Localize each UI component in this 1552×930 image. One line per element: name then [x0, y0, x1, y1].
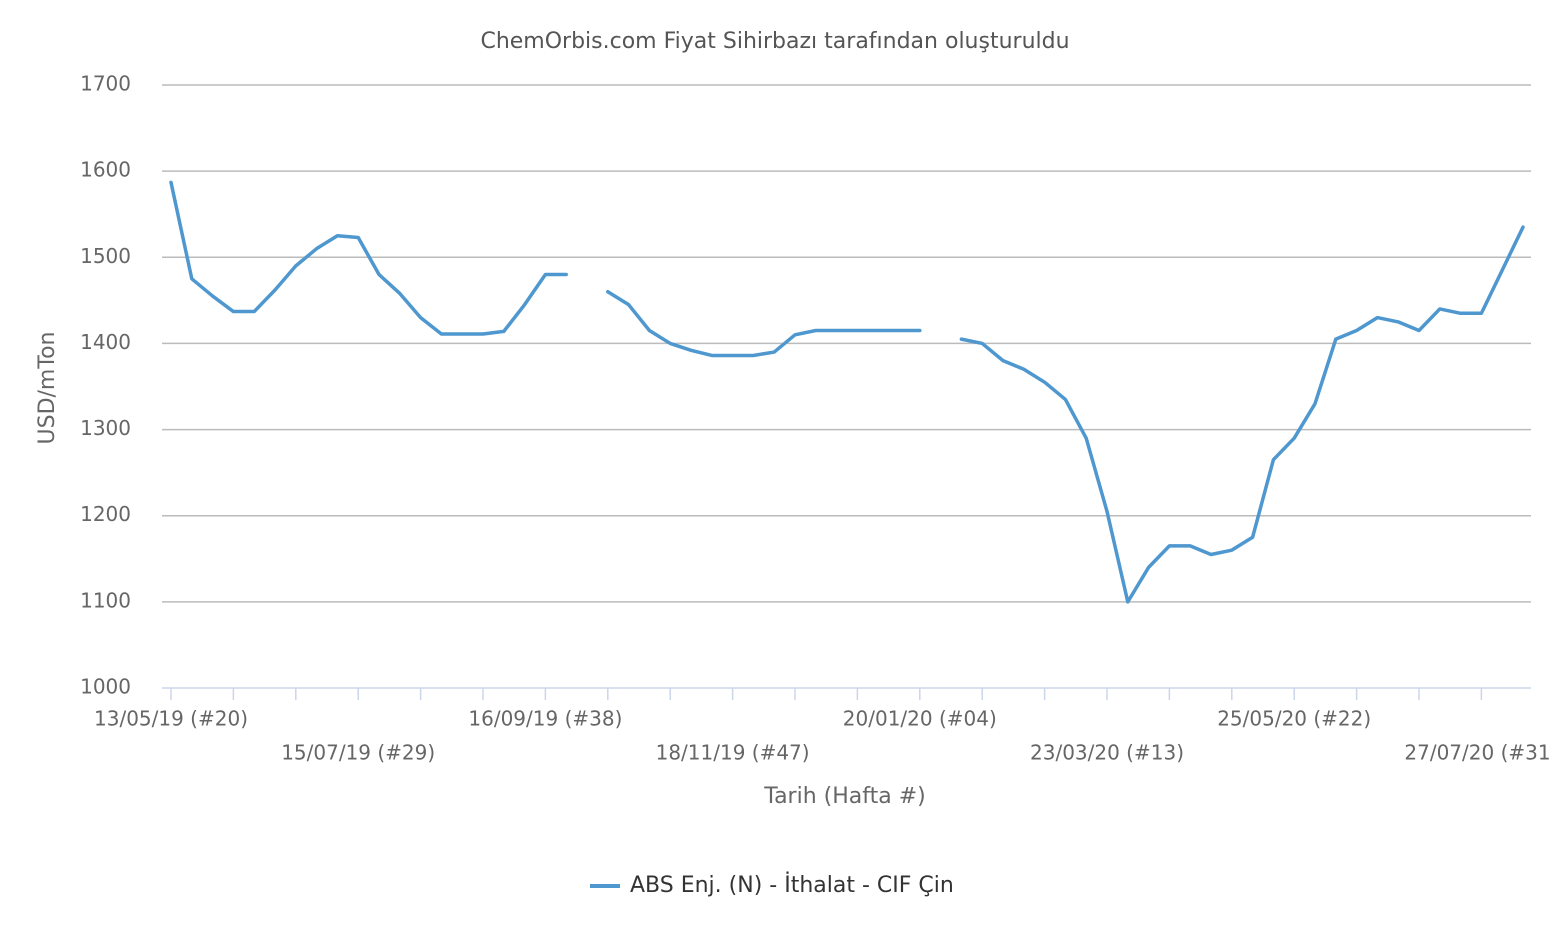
y-tick-label: 1700	[80, 72, 131, 96]
x-axis-title: Tarih (Hafta #)	[763, 784, 925, 809]
y-tick-label: 1000	[80, 675, 131, 699]
x-tick-label: 16/09/19 (#38)	[468, 707, 622, 731]
x-tick-label: 18/11/19 (#47)	[656, 741, 810, 765]
y-tick-label: 1100	[80, 588, 131, 612]
x-tick-label: 13/05/19 (#20)	[94, 707, 248, 731]
x-tick-label: 15/07/19 (#29)	[281, 741, 435, 765]
y-axis-title: USD/mTon	[35, 332, 60, 445]
x-tick-label: 25/05/20 (#22)	[1217, 707, 1371, 731]
y-tick-label: 1400	[80, 330, 131, 354]
x-tick-label: 23/03/20 (#13)	[1030, 741, 1184, 765]
series-line	[169, 180, 1525, 604]
chart-title: ChemOrbis.com Fiyat Sihirbazı tarafından…	[480, 29, 1069, 54]
x-tick-label: 27/07/20 (#31)	[1404, 741, 1552, 765]
x-tick-label: 20/01/20 (#04)	[843, 707, 997, 731]
y-tick-label: 1600	[80, 158, 131, 182]
y-tick-label: 1500	[80, 244, 131, 268]
y-tick-label: 1200	[80, 502, 131, 526]
y-tick-label: 1300	[80, 416, 131, 440]
legend-label: ABS Enj. (N) - İthalat - CIF Çin	[630, 872, 954, 898]
